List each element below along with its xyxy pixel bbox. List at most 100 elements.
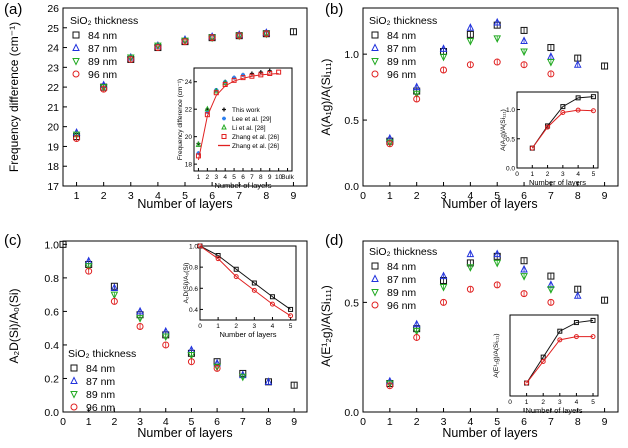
data-point bbox=[520, 61, 528, 69]
legend-marker bbox=[371, 43, 379, 51]
inset-y-label: A₂D(Si)/A₀(Si) bbox=[183, 263, 190, 304]
inset-x-tick-label: 2 bbox=[546, 171, 550, 178]
panel-label: (d) bbox=[325, 232, 343, 249]
inset-frame bbox=[199, 245, 297, 321]
data-point bbox=[601, 62, 609, 70]
legend-marker bbox=[70, 403, 78, 411]
data-point bbox=[154, 42, 162, 51]
x-tick-label: 2 bbox=[101, 190, 107, 202]
inset-x-tick-label: 2 bbox=[234, 323, 238, 330]
data-point bbox=[520, 273, 528, 281]
data-point bbox=[466, 249, 475, 258]
inset-x-tick-label: 1 bbox=[525, 399, 529, 406]
data-point bbox=[413, 95, 421, 103]
inset-x-tick-label: 0 bbox=[198, 323, 202, 330]
data-point bbox=[573, 60, 582, 68]
inset-x-tick-label: 3 bbox=[558, 399, 562, 406]
x-tick-label: 8 bbox=[575, 416, 581, 428]
legend-marker bbox=[371, 58, 379, 66]
inset-point bbox=[215, 253, 221, 259]
x-tick-label: 1 bbox=[387, 416, 393, 428]
data-point bbox=[213, 363, 221, 372]
legend-marker bbox=[371, 289, 379, 297]
inset-x-label: Number of layers bbox=[219, 330, 276, 339]
data-point bbox=[601, 296, 609, 304]
data-point bbox=[127, 55, 135, 63]
inset-legend-marker bbox=[222, 107, 226, 112]
inset-x-tick-label: 0 bbox=[515, 171, 519, 178]
y-axis-label: A(A₁g)/A(Si₁₁₁) bbox=[319, 59, 333, 136]
y-axis-label: A₂D(Si)/A₀(Si) bbox=[7, 289, 21, 364]
legend-marker bbox=[70, 364, 78, 372]
inset-line bbox=[197, 72, 279, 161]
x-tick-label: 3 bbox=[441, 416, 447, 428]
inset-x-tick-label: 5 bbox=[289, 323, 293, 330]
data-point bbox=[235, 32, 243, 40]
inset-series bbox=[529, 107, 596, 151]
inset-line bbox=[526, 336, 594, 384]
x-tick-label: 3 bbox=[128, 190, 134, 202]
inset-point bbox=[529, 145, 535, 151]
data-point bbox=[439, 284, 448, 292]
inset-point bbox=[232, 75, 237, 80]
x-tick-label: 5 bbox=[494, 190, 500, 202]
x-tick-label: 4 bbox=[467, 416, 473, 428]
data-point bbox=[136, 315, 144, 323]
data-point bbox=[72, 131, 81, 140]
inset-x-tick-label: 4 bbox=[575, 399, 579, 406]
inset: 0 1 2 3 4 5 0.4 0.6 0.8 1.0 Number of layers A₂D(Si… bbox=[183, 243, 297, 339]
inset-x-tick-label: 8 bbox=[259, 174, 263, 181]
inset-x-tick-label: 4 bbox=[576, 171, 580, 178]
inset-x-tick-label: 3 bbox=[214, 174, 218, 181]
inset-series bbox=[197, 72, 279, 161]
data-point bbox=[520, 26, 528, 34]
legend-marker bbox=[72, 31, 80, 39]
y-tick-label: 20 bbox=[47, 122, 59, 134]
legend-title: SiO₂ thickness bbox=[369, 246, 437, 258]
inset-point bbox=[540, 358, 546, 364]
inset-point bbox=[288, 313, 294, 319]
data-point bbox=[412, 319, 421, 328]
inset-x-tick-label: 5 bbox=[232, 174, 236, 181]
data-point bbox=[181, 38, 189, 46]
data-point bbox=[290, 381, 298, 389]
data-point bbox=[493, 58, 501, 66]
y-tick-label: 24 bbox=[47, 43, 59, 55]
x-tick-label: 9 bbox=[602, 416, 608, 428]
panel-0: (a) Number of layers Frequency difference … bbox=[4, 1, 308, 211]
legend-entry: 84 nm bbox=[88, 30, 117, 42]
legend-entry: 89 nm bbox=[88, 56, 117, 68]
data-point bbox=[493, 249, 502, 258]
data-point bbox=[264, 377, 273, 385]
inset-point bbox=[214, 87, 219, 92]
inset-x-tick-label: 9 bbox=[268, 174, 272, 181]
x-tick-label: 4 bbox=[467, 190, 473, 202]
inset-x-label: Number of layers bbox=[529, 178, 586, 187]
data-point bbox=[412, 90, 421, 99]
legend-entry: 87 nm bbox=[86, 376, 115, 388]
data-point bbox=[413, 333, 421, 341]
data-point bbox=[466, 61, 474, 69]
x-tick-label: 6 bbox=[209, 190, 215, 202]
x-tick-label: 8 bbox=[263, 190, 269, 202]
series-89-nm bbox=[386, 259, 555, 389]
y-tick-label: 25 bbox=[47, 23, 59, 35]
data-point bbox=[386, 382, 394, 390]
data-point bbox=[412, 327, 421, 336]
y-tick-label: 0.4 bbox=[44, 340, 59, 352]
y-tick-label: 19 bbox=[47, 141, 59, 153]
data-point bbox=[520, 257, 528, 265]
inset-series bbox=[197, 243, 294, 319]
inset-point bbox=[269, 294, 275, 300]
inset-frame bbox=[193, 67, 293, 172]
legend-marker bbox=[70, 391, 78, 399]
data-point bbox=[466, 30, 474, 38]
inset-x-tick-label: 1 bbox=[530, 171, 534, 178]
x-tick-label: 4 bbox=[163, 416, 169, 428]
data-point bbox=[136, 306, 144, 315]
data-point bbox=[208, 34, 216, 42]
legend-marker bbox=[72, 43, 80, 51]
y-tick-label: 0.6 bbox=[44, 306, 59, 318]
data-point bbox=[154, 44, 162, 52]
